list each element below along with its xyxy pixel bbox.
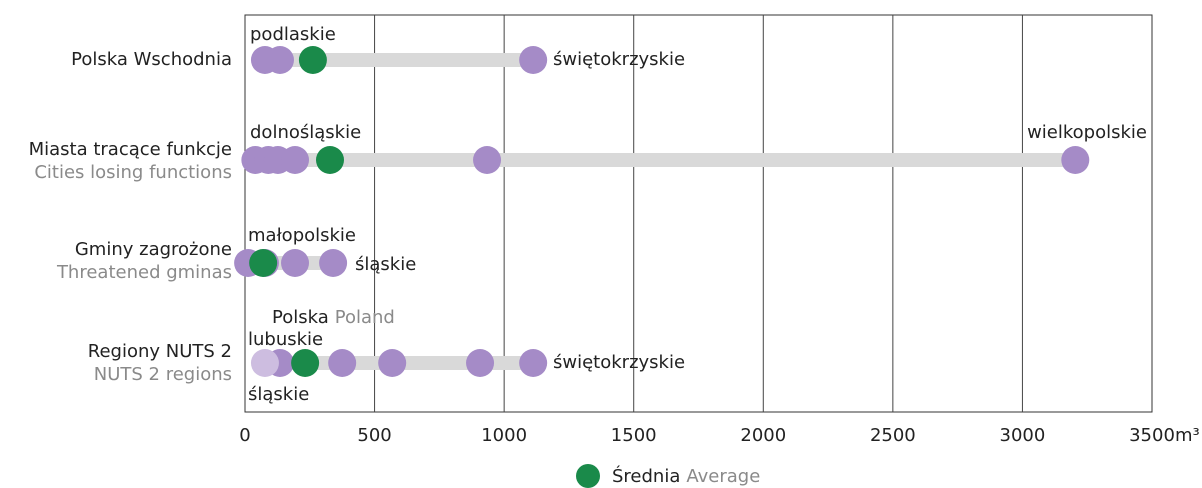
annotation: wielkopolskie	[1027, 122, 1147, 143]
average-point	[315, 146, 344, 174]
faded-point	[250, 349, 279, 377]
average-point	[291, 349, 320, 377]
category-sublabel: NUTS 2 regions	[94, 364, 232, 385]
legend-swatch	[576, 464, 600, 488]
x-tick-label: 2000	[740, 425, 786, 446]
category-sublabel: Threatened gminas	[56, 262, 232, 283]
annotation: lubuskie	[248, 329, 323, 350]
legend-label-en: Average	[686, 466, 760, 487]
reference-label-en: Poland	[335, 307, 395, 328]
reference-label: Polska Poland	[272, 307, 395, 328]
annotation: świętokrzyskie	[553, 352, 685, 373]
legend-label: Średnia Average	[612, 465, 760, 487]
annotation: śląskie	[355, 254, 416, 275]
category-label: Regiony NUTS 2	[88, 341, 232, 362]
x-unit: m³	[1175, 425, 1200, 446]
reference-label-pl: Polska	[272, 307, 329, 328]
legend-label-pl: Średnia	[612, 465, 680, 487]
annotation: świętokrzyskie	[553, 49, 685, 70]
point	[265, 46, 294, 74]
x-tick-label: 0	[239, 425, 250, 446]
point	[519, 46, 548, 74]
x-tick-label: 3000	[1000, 425, 1046, 446]
point	[378, 349, 407, 377]
x-tick-label: 1000	[481, 425, 527, 446]
annotation: śląskie	[248, 384, 309, 405]
average-point	[298, 46, 327, 74]
average-point	[249, 249, 278, 277]
category-label: Gminy zagrożone	[75, 239, 232, 260]
x-tick-label: 500	[357, 425, 391, 446]
annotation: małopolskie	[248, 225, 356, 246]
point	[466, 349, 495, 377]
annotation: dolnośląskie	[250, 122, 361, 143]
plot-frame	[244, 14, 1153, 413]
point	[281, 249, 310, 277]
category-label: Miasta tracące funkcje	[29, 139, 232, 160]
x-tick-label: 1500	[611, 425, 657, 446]
category-label: Polska Wschodnia	[71, 49, 232, 70]
point	[1061, 146, 1090, 174]
annotation: podlaskie	[250, 24, 336, 45]
x-tick-label: 3500	[1129, 425, 1175, 446]
point	[281, 146, 310, 174]
x-tick-label: 2500	[870, 425, 916, 446]
point	[473, 146, 502, 174]
category-sublabel: Cities losing functions	[34, 162, 232, 183]
point	[328, 349, 357, 377]
point	[319, 249, 348, 277]
point	[519, 349, 548, 377]
